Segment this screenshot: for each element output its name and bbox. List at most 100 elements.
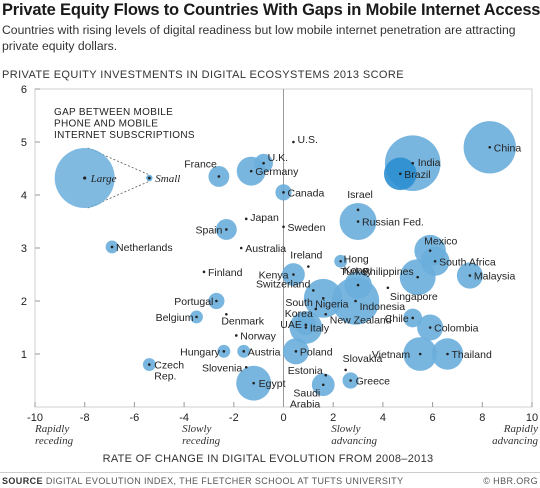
data-point xyxy=(215,299,218,303)
point-label: Colombia xyxy=(434,323,479,335)
point-label: UAE xyxy=(280,319,302,331)
data-point xyxy=(339,259,342,263)
x-tick-label: 4 xyxy=(380,412,386,424)
data-point xyxy=(244,365,248,369)
point-label: Sweden xyxy=(288,222,326,234)
data-point xyxy=(324,312,328,316)
data-point xyxy=(433,259,437,263)
source-text: DIGITAL EVOLUTION INDEX, THE FLETCHER SC… xyxy=(45,476,404,486)
data-point xyxy=(292,273,295,276)
data-point xyxy=(356,208,360,212)
size-legend-title: GAP BETWEEN MOBILE PHONE AND MOBILE INTERN… xyxy=(54,107,195,141)
point-label: Czech Rep. xyxy=(154,360,184,383)
point-label: Portugal xyxy=(174,296,213,308)
data-point xyxy=(307,265,310,268)
point-label: Norway xyxy=(240,330,276,342)
x-tick-label: -4 xyxy=(179,412,189,424)
x-tick-label: 8 xyxy=(479,412,485,424)
data-point xyxy=(234,334,238,337)
data-point xyxy=(428,249,432,252)
x-direction-annotation: Rapidly advancing xyxy=(492,423,538,447)
point-label: Italy xyxy=(310,323,330,335)
point-label: India xyxy=(418,157,441,169)
source-label: SOURCE xyxy=(2,476,43,486)
point-label: Netherlands xyxy=(116,242,173,254)
x-tick-label: 0 xyxy=(280,412,286,424)
data-point xyxy=(446,352,449,356)
point-label: Slovakia xyxy=(343,353,383,365)
point-label: Egypt xyxy=(259,378,286,390)
data-point xyxy=(304,326,308,329)
size-legend-large-dot xyxy=(83,176,87,180)
point-label: Mexico xyxy=(424,236,457,248)
data-point xyxy=(304,323,308,327)
point-label: France xyxy=(184,158,217,170)
point-label: Switzerland xyxy=(256,278,310,290)
point-label: Germany xyxy=(255,166,299,178)
x-direction-annotation: Slowly receding xyxy=(182,423,221,447)
data-point xyxy=(488,146,492,149)
point-label: Saudi Arabia xyxy=(290,388,321,411)
y-tick-label: 2 xyxy=(21,296,27,308)
point-label: Turkey xyxy=(340,266,372,278)
point-label: Australia xyxy=(245,243,286,255)
data-point xyxy=(356,283,360,287)
data-point xyxy=(312,289,315,292)
size-legend-connector xyxy=(87,180,150,209)
data-point xyxy=(242,350,246,353)
x-direction-annotation: Rapidly receding xyxy=(34,423,74,447)
point-label: U.K. xyxy=(268,152,288,164)
point-label: Japan xyxy=(250,212,279,224)
size-legend-connector xyxy=(87,147,150,176)
point-label: Spain xyxy=(195,224,222,236)
chart-title: Private Equity Flows to Countries With G… xyxy=(2,1,540,19)
footer: SOURCE DIGITAL EVOLUTION INDEX, THE FLET… xyxy=(0,472,540,488)
point-label: New Zealand xyxy=(330,314,392,326)
point-label: Thailand xyxy=(452,349,492,361)
point-label: Slovenia xyxy=(202,362,242,374)
data-point xyxy=(418,352,422,356)
point-label: Kenya xyxy=(259,270,289,282)
point-label: Hong Kong xyxy=(344,253,369,276)
data-point xyxy=(349,379,352,382)
point-label: South Africa xyxy=(439,256,496,268)
data-point xyxy=(321,297,325,300)
data-point xyxy=(244,217,248,221)
data-point xyxy=(324,373,328,377)
credit: © HBR.ORG xyxy=(483,476,538,486)
point-label: Belgium xyxy=(156,312,194,324)
data-point xyxy=(252,381,255,385)
data-point xyxy=(262,161,265,165)
point-label: Indonesia xyxy=(360,301,406,313)
point-label: Estonia xyxy=(288,365,323,377)
point-label: Canada xyxy=(288,187,325,199)
data-point xyxy=(356,220,360,223)
point-label: Russian Fed. xyxy=(362,217,424,229)
x-tick-label: -8 xyxy=(80,412,90,424)
data-point xyxy=(222,350,226,353)
data-point xyxy=(294,350,298,353)
data-point xyxy=(110,245,114,249)
point-label: Hungary xyxy=(180,346,220,358)
point-label: Philippines xyxy=(363,266,414,278)
x-tick-label: 10 xyxy=(526,412,538,424)
point-label: South Korea xyxy=(285,297,313,320)
size-legend-large-label: Large xyxy=(90,173,117,185)
source-note: SOURCE DIGITAL EVOLUTION INDEX, THE FLET… xyxy=(2,476,403,486)
data-point xyxy=(292,140,295,144)
data-point xyxy=(282,225,285,229)
point-label: Nigeria xyxy=(315,298,348,310)
point-label: Chile xyxy=(385,313,409,325)
x-direction-annotation: Slowly advancing xyxy=(331,423,377,447)
data-point xyxy=(225,312,228,316)
point-label: Greece xyxy=(356,376,391,388)
x-tick-label: 6 xyxy=(430,412,436,424)
point-label: Finland xyxy=(208,267,243,279)
x-tick-label: -2 xyxy=(229,412,239,424)
point-label: China xyxy=(494,142,522,154)
data-point xyxy=(202,270,206,274)
y-axis-title: PRIVATE EQUITY INVESTMENTS IN DIGITAL EC… xyxy=(2,69,404,81)
data-point xyxy=(148,363,151,366)
data-point xyxy=(239,246,243,250)
point-label: Israel xyxy=(347,189,373,201)
